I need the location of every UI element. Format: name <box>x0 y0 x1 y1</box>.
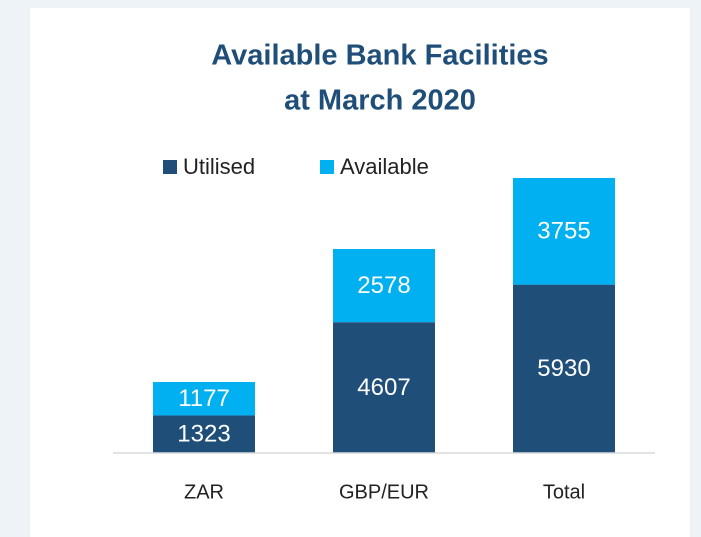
bar-segment <box>333 248 435 323</box>
legend-label: Available <box>340 154 429 179</box>
data-label: 2578 <box>357 272 410 299</box>
x-tick-label: GBP/EUR <box>339 481 429 503</box>
bar-segment <box>333 322 435 453</box>
legend-swatch <box>320 160 334 174</box>
legend-swatch <box>163 160 177 174</box>
bar-segment <box>153 415 255 453</box>
data-label: 3755 <box>537 218 590 245</box>
chart-title: at March 2020 <box>284 85 476 117</box>
bar-segment <box>153 382 255 416</box>
x-tick-label: Total <box>543 481 585 503</box>
legend-label: Utilised <box>183 154 255 179</box>
data-label: 1177 <box>178 385 230 412</box>
data-label: 5930 <box>537 355 590 382</box>
chart-title: Available Bank Facilities <box>211 40 548 72</box>
data-label: 4607 <box>357 374 410 401</box>
x-tick-label: ZAR <box>184 481 224 503</box>
bar-segment <box>513 284 615 453</box>
data-label: 1323 <box>177 421 230 448</box>
bar-segment <box>513 178 615 285</box>
